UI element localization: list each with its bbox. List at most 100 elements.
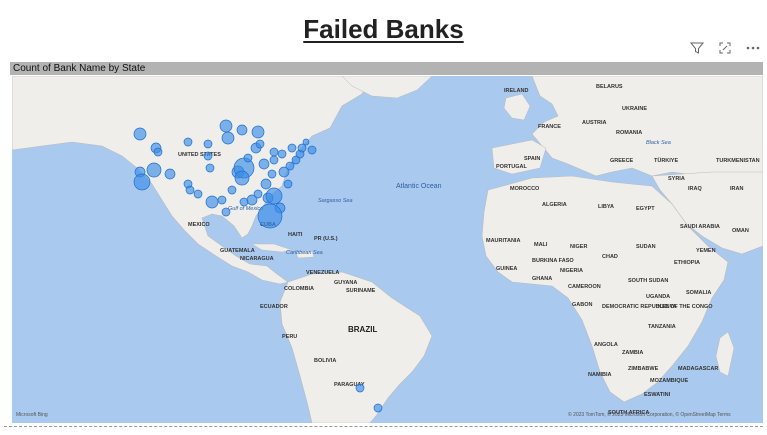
state-bubble[interactable]	[267, 169, 277, 179]
label-iran: IRAN	[730, 186, 743, 192]
label-angola: ANGOLA	[594, 342, 618, 348]
label-austria: AUSTRIA	[582, 120, 606, 126]
label-algeria: ALGERIA	[542, 202, 567, 208]
state-bubble[interactable]	[257, 203, 283, 229]
label-zambia: ZAMBIA	[622, 350, 643, 356]
label-mexico: MEXICO	[188, 222, 210, 228]
state-bubble[interactable]	[373, 403, 383, 413]
state-bubble[interactable]	[255, 139, 265, 149]
label-guyana: GUYANA	[334, 280, 357, 286]
label-mali: MALI	[534, 242, 548, 248]
state-bubble[interactable]	[251, 125, 265, 139]
state-bubble[interactable]	[278, 166, 290, 178]
label-venezuela: VENEZUELA	[306, 270, 339, 276]
state-bubble[interactable]	[277, 149, 287, 159]
label-brazil: BRAZIL	[348, 325, 377, 334]
label-zimbabwe: ZIMBABWE	[628, 366, 659, 372]
state-bubble[interactable]	[236, 124, 248, 136]
state-bubble[interactable]	[219, 119, 233, 133]
label-greece: GREECE	[610, 158, 634, 164]
label-suriname: SURINAME	[346, 288, 376, 294]
state-bubble[interactable]	[221, 131, 235, 145]
label-mozambique: MOZAMBIQUE	[650, 378, 689, 384]
state-bubble[interactable]	[205, 195, 219, 209]
label-south-sudan: SOUTH SUDAN	[628, 278, 668, 284]
label-turkmenistan: TURKMENISTAN	[716, 158, 760, 164]
label-ethiopia: ETHIOPIA	[674, 260, 700, 266]
label-libya: LIBYA	[598, 204, 614, 210]
label-united-states: UNITED STATES	[178, 152, 221, 158]
state-bubble[interactable]	[283, 179, 293, 189]
state-bubble[interactable]	[246, 194, 258, 206]
state-bubble[interactable]	[269, 147, 279, 157]
state-bubble[interactable]	[183, 137, 193, 147]
state-bubble[interactable]	[297, 143, 307, 153]
state-bubble[interactable]	[234, 170, 250, 186]
state-bubble[interactable]	[265, 187, 283, 205]
label-iraq: IRAQ	[688, 186, 702, 192]
greenland	[341, 76, 433, 99]
label-guinea: GUINEA	[496, 266, 517, 272]
state-bubble[interactable]	[193, 189, 203, 199]
state-bubble[interactable]	[302, 138, 310, 146]
label-caribbean-sea: Caribbean Sea	[286, 250, 323, 256]
label-spain: SPAIN	[524, 156, 540, 162]
label-gulf-of-mexico: Gulf of Mexico	[228, 206, 263, 212]
label-romania: ROMANIA	[616, 130, 642, 136]
state-bubble[interactable]	[260, 178, 272, 190]
state-bubble[interactable]	[164, 168, 176, 180]
state-bubble[interactable]	[291, 155, 301, 165]
state-bubble[interactable]	[285, 161, 295, 171]
state-bubble[interactable]	[287, 143, 297, 153]
map-visual[interactable]: Count of Bank Name by State IRELAND BELA…	[10, 62, 763, 424]
state-bubble[interactable]	[217, 195, 227, 205]
state-bubble[interactable]	[269, 155, 279, 165]
state-bubble[interactable]	[243, 153, 253, 163]
more-options-icon[interactable]	[745, 40, 761, 56]
focus-mode-icon[interactable]	[717, 40, 733, 56]
label-south-africa: SOUTH AFRICA	[608, 410, 649, 416]
state-bubble[interactable]	[133, 173, 151, 191]
label-morocco: MOROCCO	[510, 186, 540, 192]
label-sudan: SUDAN	[636, 244, 656, 250]
state-bubble[interactable]	[205, 163, 215, 173]
state-bubble[interactable]	[146, 162, 162, 178]
label-ghana: GHANA	[532, 276, 552, 282]
label-madagascar: MADAGASCAR	[678, 366, 718, 372]
label-tanzania: TANZANIA	[648, 324, 676, 330]
iberia	[491, 139, 547, 175]
label-oman: OMAN	[732, 228, 749, 234]
label-paraguay: PARAGUAY	[334, 382, 365, 388]
state-bubble[interactable]	[258, 158, 270, 170]
bubble-layer	[133, 119, 383, 413]
label-black-sea: Black Sea	[646, 140, 671, 146]
state-bubble[interactable]	[221, 207, 231, 217]
label-eswatini: ESWATINI	[644, 392, 671, 398]
state-bubble[interactable]	[203, 151, 213, 161]
label-atlantic-ocean: Atlantic Ocean	[396, 183, 442, 190]
state-bubble[interactable]	[185, 185, 195, 195]
label-belarus: BELARUS	[596, 84, 623, 90]
cuba	[251, 243, 293, 253]
label-gabon: GABON	[572, 302, 593, 308]
label-mauritania: MAURITANIA	[486, 238, 520, 244]
world-map[interactable]: IRELAND BELARUS AUSTRIA UKRAINE FRANCE R…	[12, 76, 763, 423]
label-somalia: SOMALIA	[686, 290, 711, 296]
madagascar	[715, 331, 735, 377]
state-bubble[interactable]	[253, 189, 263, 199]
label-cameroon: CAMEROON	[568, 284, 601, 290]
state-bubble[interactable]	[307, 145, 317, 155]
map-attribution-right: © 2023 TomTom, © 2023 Microsoft Corporat…	[568, 411, 731, 418]
state-bubble[interactable]	[227, 185, 237, 195]
state-bubble[interactable]	[203, 139, 213, 149]
label-yemen: YEMEN	[696, 248, 716, 254]
label-syria: SYRIA	[668, 176, 685, 182]
state-bubble[interactable]	[355, 383, 365, 393]
state-bubble[interactable]	[153, 147, 163, 157]
page-title: Failed Banks	[303, 14, 464, 44]
state-bubble[interactable]	[133, 127, 147, 141]
label-peru: PERU	[282, 334, 297, 340]
visual-toolbar	[689, 40, 761, 56]
hispaniola	[295, 250, 315, 259]
filter-icon[interactable]	[689, 40, 705, 56]
